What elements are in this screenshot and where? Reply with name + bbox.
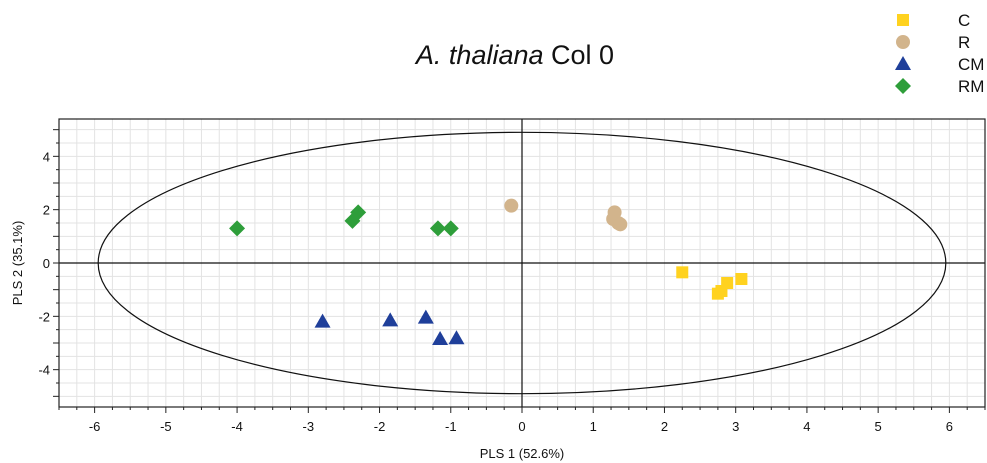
y-tick-label: 2 [43, 203, 50, 218]
x-axis-ticks: -6 -5 -4 -3 -2 -1 0 1 2 3 4 5 6 [58, 407, 986, 434]
series-r [504, 198, 628, 232]
data-point-rm [442, 220, 459, 237]
legend-marker-c [897, 14, 909, 26]
data-point-rm [229, 220, 246, 237]
legend-label-cm: CM [958, 55, 984, 74]
data-point-cm [417, 309, 434, 324]
legend-marker-cm [895, 56, 911, 70]
data-point-r [613, 217, 628, 232]
x-tick-label: -4 [231, 419, 243, 434]
data-point-c [676, 266, 689, 279]
legend-label-rm: RM [958, 77, 984, 96]
chart-title-italic: A. thaliana [415, 40, 544, 70]
series-rm [229, 204, 459, 237]
x-tick-label: 6 [946, 419, 953, 434]
legend-label-c: C [958, 11, 970, 30]
x-tick-label: -1 [445, 419, 457, 434]
data-point-rm [350, 204, 367, 221]
data-point-cm [382, 312, 399, 327]
y-axis-label: PLS 2 (35.1%) [10, 221, 25, 306]
x-axis-label: PLS 1 (52.6%) [480, 446, 565, 461]
x-tick-label: 4 [803, 419, 810, 434]
x-tick-label: 3 [732, 419, 739, 434]
x-tick-label: -6 [89, 419, 101, 434]
legend: CR CM RM [895, 11, 984, 96]
y-tick-label: 4 [43, 149, 50, 164]
data-point-r [607, 205, 622, 220]
chart-title: A. thaliana Col 0 [300, 40, 730, 71]
x-tick-label: -2 [374, 419, 386, 434]
data-point-cm [314, 313, 331, 328]
x-tick-label: -3 [303, 419, 315, 434]
data-point-cm [432, 331, 449, 345]
y-tick-label: -4 [38, 363, 50, 378]
confidence-ellipse [97, 131, 947, 395]
y-tick-label: -2 [38, 309, 50, 324]
x-tick-label: 0 [518, 419, 525, 434]
series-c [676, 266, 748, 300]
legend-label-r: R [958, 33, 970, 52]
data-point-c [735, 273, 748, 285]
x-tick-label: -5 [160, 419, 172, 434]
x-tick-label: 1 [590, 419, 597, 434]
y-tick-label: 0 [43, 256, 50, 271]
y-axis-ticks: -4 -2 0 2 4 [38, 129, 59, 397]
data-point-rm [429, 220, 446, 237]
legend-marker-r [896, 35, 910, 49]
series-cm [314, 309, 465, 345]
data-point-r [504, 198, 519, 213]
data-point-c [721, 277, 734, 289]
x-tick-label: 2 [661, 419, 668, 434]
legend-marker-rm [895, 78, 911, 94]
data-point-cm [448, 330, 465, 345]
chart-title-rest: Col 0 [551, 40, 615, 70]
x-tick-label: 5 [875, 419, 882, 434]
